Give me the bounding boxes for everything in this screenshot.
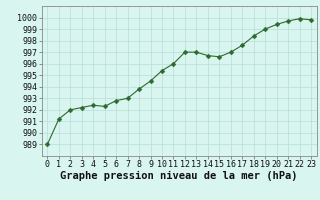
X-axis label: Graphe pression niveau de la mer (hPa): Graphe pression niveau de la mer (hPa) [60,171,298,181]
